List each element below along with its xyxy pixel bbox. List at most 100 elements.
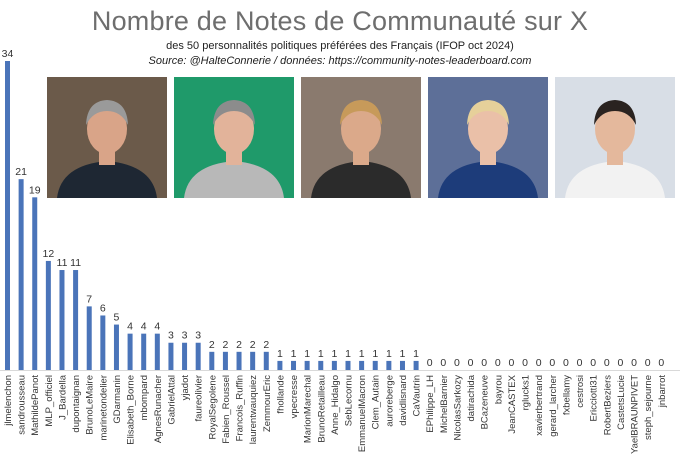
tick-label: J_Bardella bbox=[57, 374, 68, 420]
tick-label: gerard_larcher bbox=[548, 375, 559, 437]
bar bbox=[45, 260, 51, 370]
tick-label: Clem_Autain bbox=[371, 375, 382, 429]
tick-label: MichelBarnier bbox=[439, 375, 450, 433]
portrait-man-glasses-dark-suit-icon bbox=[47, 77, 167, 198]
tick-label: marinetondelier bbox=[98, 375, 109, 440]
tick-label: CastetsLucie bbox=[616, 375, 627, 430]
portrait-photo-5 bbox=[555, 77, 675, 198]
bar bbox=[345, 360, 351, 370]
tick-label: EPhilippe_LH bbox=[425, 375, 436, 433]
data-label: 0 bbox=[509, 357, 515, 369]
data-label: 0 bbox=[617, 357, 623, 369]
data-label: 34 bbox=[2, 48, 14, 60]
data-label: 1 bbox=[413, 348, 419, 360]
bar bbox=[59, 270, 65, 370]
data-label: 12 bbox=[43, 248, 55, 260]
data-label: 1 bbox=[386, 348, 392, 360]
data-label: 0 bbox=[577, 357, 583, 369]
data-label: 1 bbox=[345, 348, 351, 360]
data-label: 1 bbox=[331, 348, 337, 360]
data-label: 1 bbox=[359, 348, 365, 360]
bar bbox=[291, 360, 297, 370]
data-label: 0 bbox=[563, 357, 569, 369]
portrait-photo-1 bbox=[47, 77, 167, 198]
tick-label: GDarmanin bbox=[112, 375, 123, 424]
tick-label: vpecresse bbox=[289, 375, 300, 418]
bar bbox=[182, 342, 188, 370]
data-label: 0 bbox=[536, 357, 542, 369]
bar bbox=[304, 360, 310, 370]
data-label: 2 bbox=[209, 339, 215, 351]
data-label: 3 bbox=[195, 330, 201, 342]
bar bbox=[413, 360, 419, 370]
data-label: 0 bbox=[454, 357, 460, 369]
chart-source: Source: @HalteConnerie / données: https:… bbox=[148, 55, 532, 67]
data-label: 2 bbox=[222, 339, 228, 351]
bar bbox=[277, 360, 283, 370]
bar bbox=[399, 360, 405, 370]
portrait-young-man-white-shirt-icon bbox=[555, 77, 675, 198]
chart-subtitle: des 50 personnalités politiques préférée… bbox=[166, 40, 514, 52]
data-label: 1 bbox=[277, 348, 283, 360]
data-label: 19 bbox=[29, 184, 41, 196]
tick-label: mbompard bbox=[139, 375, 150, 420]
tick-label: yjadot bbox=[180, 375, 191, 401]
tick-label: Elisabeth_Borne bbox=[126, 375, 137, 445]
tick-label: jnbarrot bbox=[657, 375, 668, 409]
data-label: 4 bbox=[127, 321, 133, 333]
bar bbox=[250, 351, 256, 370]
tick-label: rglucks1 bbox=[521, 375, 532, 410]
tick-label: steph_sejourne bbox=[643, 375, 654, 440]
tick-label: NicolasSarkozy bbox=[452, 375, 463, 441]
tick-label: MLP_officiel bbox=[44, 375, 55, 427]
portrait-woman-blonde-crowd-icon bbox=[301, 77, 421, 198]
tick-label: jlmelenchon bbox=[3, 375, 14, 427]
bar bbox=[386, 360, 392, 370]
tick-label: fhollande bbox=[275, 375, 286, 414]
tick-label: SebLecornu bbox=[344, 375, 355, 426]
data-label: 5 bbox=[114, 312, 120, 324]
tick-label: RoyalSegolene bbox=[207, 375, 218, 439]
data-label: 7 bbox=[86, 293, 92, 305]
bar bbox=[154, 333, 160, 370]
tick-label: MarionMarechal bbox=[303, 375, 314, 443]
tick-label: BrunoLeMaire bbox=[85, 375, 96, 435]
tick-label: Francois_Ruffin bbox=[235, 375, 246, 441]
data-label: 0 bbox=[658, 357, 664, 369]
data-label: 0 bbox=[604, 357, 610, 369]
tick-label: auroreberge bbox=[384, 375, 395, 427]
tick-label: MathildePanot bbox=[30, 375, 41, 436]
tick-label: laurentwauquiez bbox=[248, 375, 259, 444]
tick-label: JeanCASTEX bbox=[507, 374, 518, 433]
chart-title: Nombre de Notes de Communauté sur X bbox=[91, 6, 589, 36]
bar bbox=[73, 270, 79, 370]
tick-label: EmmanuelMacron bbox=[357, 375, 368, 452]
tick-label: faureolivier bbox=[194, 375, 205, 421]
data-label: 4 bbox=[141, 321, 147, 333]
bar bbox=[127, 333, 133, 370]
data-label: 3 bbox=[182, 330, 188, 342]
data-label: 21 bbox=[15, 166, 27, 178]
data-label: 11 bbox=[57, 257, 68, 269]
data-label: 6 bbox=[100, 302, 106, 314]
bar bbox=[372, 360, 378, 370]
tick-label: YaelBRAUNPIVET bbox=[630, 375, 641, 454]
bar bbox=[100, 315, 106, 370]
tick-label: Anne_Hidalgo bbox=[330, 375, 341, 435]
tick-label: bayrou bbox=[493, 375, 504, 404]
bar bbox=[318, 360, 324, 370]
bar bbox=[86, 306, 92, 370]
bar bbox=[209, 351, 215, 370]
data-label: 0 bbox=[427, 357, 433, 369]
data-label: 1 bbox=[372, 348, 378, 360]
bar bbox=[18, 179, 24, 370]
tick-label: ZemmourEric bbox=[262, 375, 273, 432]
tick-label: Fabien_Roussel bbox=[221, 375, 232, 444]
tick-label: Ericciotti31 bbox=[589, 375, 600, 421]
data-label: 1 bbox=[400, 348, 406, 360]
data-label: 0 bbox=[468, 357, 474, 369]
tick-label: CaVautrin bbox=[412, 375, 423, 417]
tick-label: dupontaignan bbox=[71, 375, 82, 433]
data-label: 0 bbox=[522, 357, 528, 369]
